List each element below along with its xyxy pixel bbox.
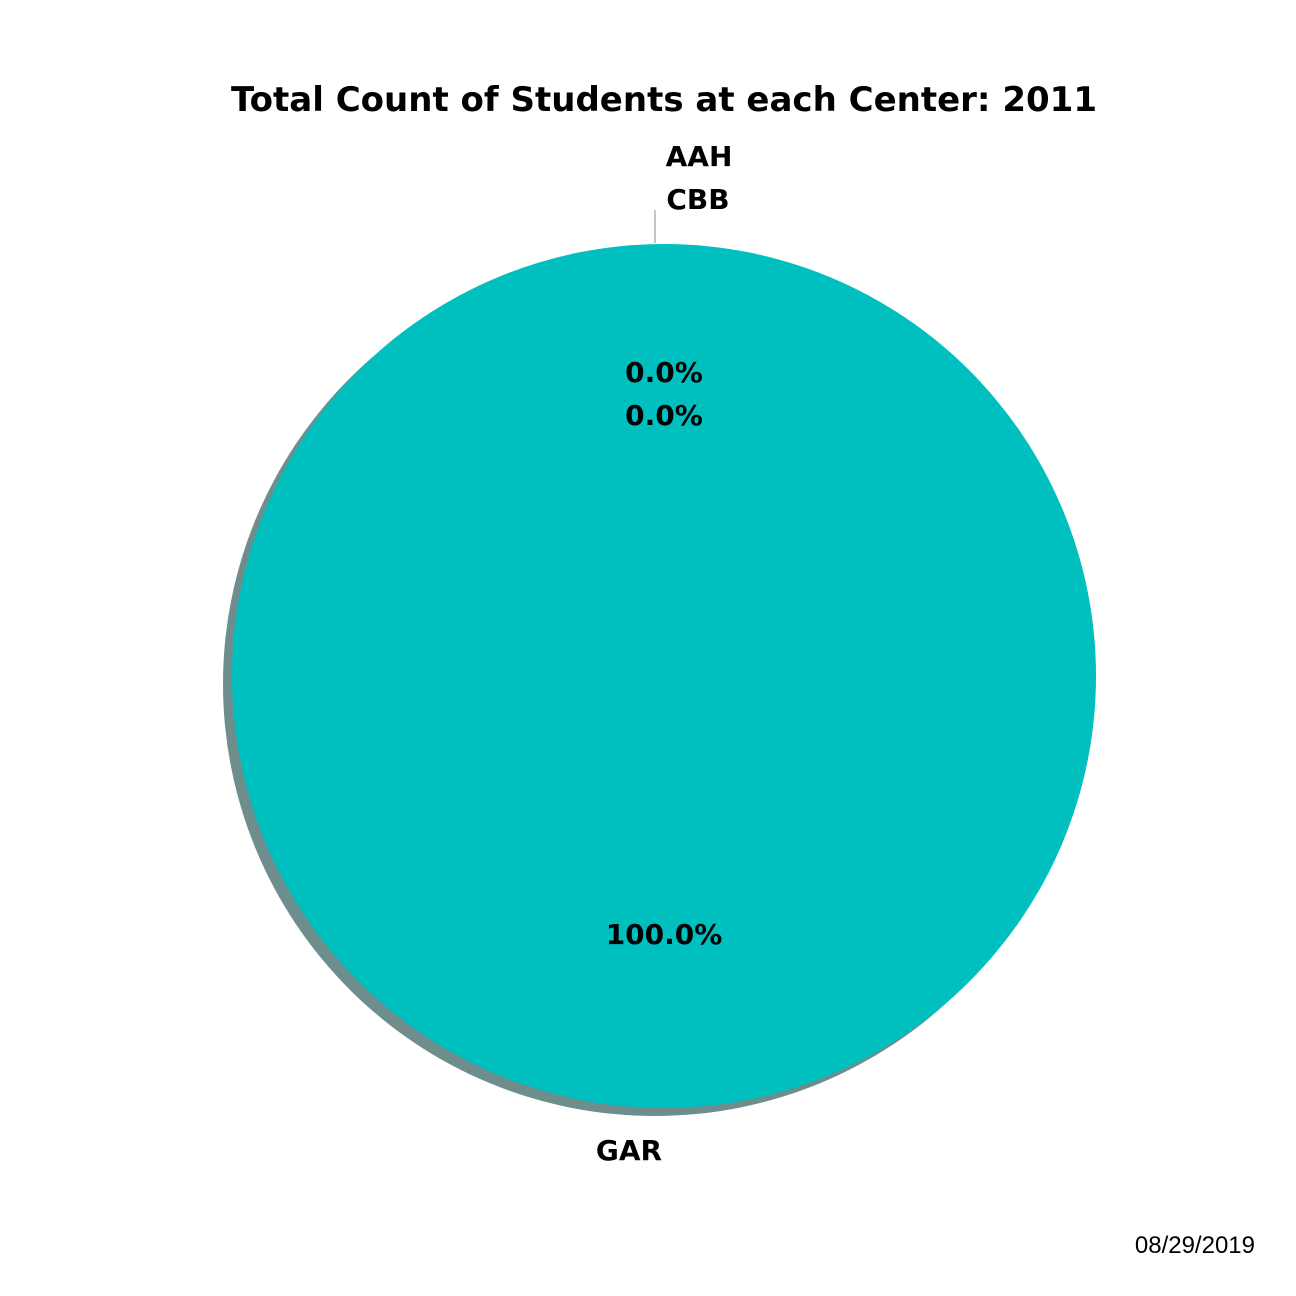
chart-title: Total Count of Students at each Center: … (231, 80, 1097, 120)
slice-label-gar: GAR (596, 1134, 662, 1167)
footer-date: 08/29/2019 (1135, 1232, 1255, 1259)
slice-label-aah: AAH (666, 140, 733, 173)
slice-label-cbb: CBB (666, 183, 729, 216)
pie-slices (232, 244, 1096, 1108)
slice-percent-cbb: 0.0% (625, 399, 703, 432)
slice-percent-aah: 0.0% (625, 356, 703, 389)
pie-slice-gar (232, 244, 1096, 1108)
slice-percent-gar: 100.0% (606, 918, 723, 951)
